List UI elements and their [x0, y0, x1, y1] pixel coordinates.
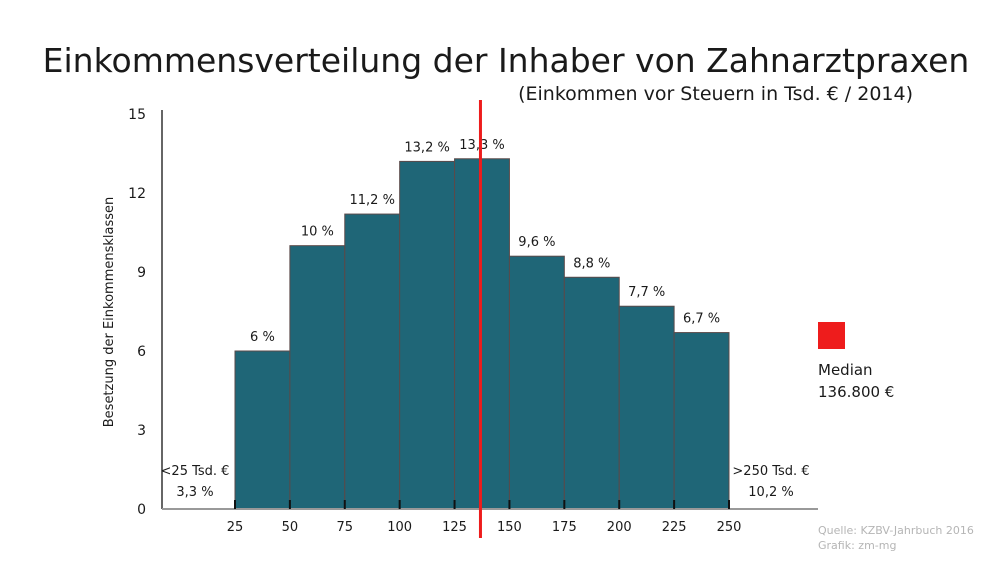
histogram-bar	[673, 332, 730, 510]
chart-title: Einkommensverteilung der Inhaber von Zah…	[43, 41, 970, 80]
x-tick-label: 175	[552, 520, 577, 535]
x-tick-label: 100	[387, 520, 412, 535]
histogram-bar	[289, 245, 346, 510]
bar-data-label: 10 %	[301, 225, 334, 240]
y-tick-label: 6	[137, 344, 146, 360]
bar-data-label: 6 %	[250, 330, 275, 345]
histogram-bar	[454, 158, 510, 510]
credit-text: Grafik: zm-mg	[818, 539, 896, 552]
y-tick-label: 9	[137, 265, 146, 281]
x-tick-label: 75	[337, 520, 354, 535]
bar-data-label: 7,7 %	[628, 285, 665, 300]
x-tick-label: 50	[282, 520, 299, 535]
y-tick-label: 3	[137, 423, 146, 439]
y-tick-label: 15	[128, 107, 146, 123]
above-range-value: 10,2 %	[748, 485, 793, 500]
bar-data-label: 6,7 %	[683, 312, 720, 327]
bar-data-label: 13,3 %	[459, 138, 504, 153]
above-range-label: >250 Tsd. €	[732, 464, 809, 479]
x-tick-label: 125	[442, 520, 467, 535]
histogram-bar	[399, 160, 456, 510]
histogram-bar	[563, 276, 620, 510]
x-tick-label: 25	[227, 520, 244, 535]
source-text: Quelle: KZBV-Jahrbuch 2016	[818, 524, 974, 537]
bar-data-label: 13,2 %	[404, 140, 449, 155]
below-range-value: 3,3 %	[176, 485, 213, 500]
x-tick-label: 225	[662, 520, 687, 535]
x-tick-label: 250	[717, 520, 742, 535]
y-tick-label: 0	[137, 502, 146, 518]
histogram-bar	[344, 213, 401, 510]
y-axis-label: Besetzung der Einkommensklassen	[102, 197, 117, 428]
chart-subtitle: (Einkommen vor Steuern in Tsd. € / 2014)	[518, 83, 913, 105]
median-legend-swatch	[818, 322, 845, 349]
bar-data-label: 9,6 %	[518, 235, 555, 250]
x-tick-label: 150	[497, 520, 522, 535]
histogram-bar	[234, 350, 291, 510]
y-tick-label: 12	[128, 186, 146, 202]
histogram-bar	[508, 255, 565, 510]
median-legend-value: 136.800 €	[818, 383, 894, 401]
histogram-bar	[618, 305, 675, 510]
median-legend-label: Median	[818, 361, 873, 379]
x-tick-label: 200	[607, 520, 632, 535]
bar-data-label: 8,8 %	[573, 256, 610, 271]
bar-data-label: 11,2 %	[350, 193, 395, 208]
below-range-label: <25 Tsd. €	[161, 464, 230, 479]
